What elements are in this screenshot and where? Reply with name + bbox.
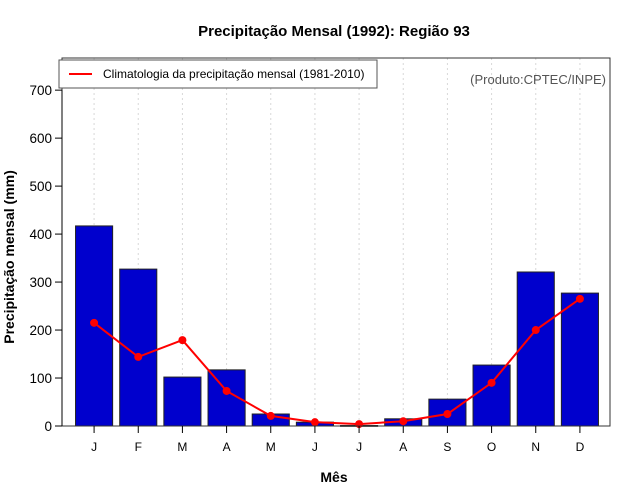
- y-tick-label: 700: [29, 83, 52, 98]
- x-tick-label: N: [531, 440, 540, 454]
- climatology-point: [310, 418, 319, 427]
- bar: [560, 292, 599, 427]
- climatology-point: [222, 386, 231, 395]
- x-tick-label: M: [266, 440, 276, 454]
- credit-annotation: (Produto:CPTEC/INPE): [470, 72, 606, 87]
- legend: Climatologia da precipitação mensal (198…: [58, 59, 378, 89]
- bars: [75, 225, 599, 427]
- climatology-point: [134, 352, 143, 361]
- climatology-point: [266, 411, 275, 420]
- climatology-polyline: [93, 298, 581, 426]
- chart-title: Precipitação Mensal (1992): Região 93: [198, 23, 470, 40]
- x-tick-label: O: [487, 440, 496, 454]
- y-tick-label: 500: [29, 179, 52, 194]
- x-tick-label: M: [177, 440, 187, 454]
- bar: [163, 376, 202, 427]
- y-axis-label: Precipitação mensal (mm): [1, 170, 17, 344]
- bar: [472, 364, 511, 427]
- climatology-line: [90, 294, 584, 429]
- x-tick-label: F: [135, 440, 142, 454]
- x-tick-label: J: [356, 440, 362, 454]
- y-tick-label: 100: [29, 371, 52, 386]
- x-tick-label: J: [91, 440, 97, 454]
- climatology-point: [487, 378, 496, 387]
- climatology-point: [575, 294, 584, 303]
- x-tick-label: A: [399, 440, 407, 454]
- x-tick-label: D: [576, 440, 585, 454]
- legend-label: Climatologia da precipitação mensal (198…: [103, 67, 364, 81]
- y-tick-label: 600: [29, 131, 52, 146]
- x-tick-label: A: [223, 440, 231, 454]
- x-tick-label: J: [312, 440, 318, 454]
- climatology-point: [443, 410, 452, 419]
- y-tick-label: 300: [29, 275, 52, 290]
- climatology-point: [531, 326, 540, 335]
- climatology-point: [399, 417, 408, 426]
- y-tick-label: 200: [29, 323, 52, 338]
- x-axis-label: Mês: [320, 469, 347, 485]
- bar: [516, 271, 555, 427]
- y-tick-label: 0: [44, 419, 52, 434]
- legend-box: [58, 59, 378, 89]
- y-axis: 0 100 200 300 400 500 600 700: [29, 83, 63, 434]
- y-tick-label: 400: [29, 227, 52, 242]
- climatology-point: [178, 336, 187, 345]
- x-tick-label: S: [443, 440, 451, 454]
- climatology-point: [90, 318, 99, 327]
